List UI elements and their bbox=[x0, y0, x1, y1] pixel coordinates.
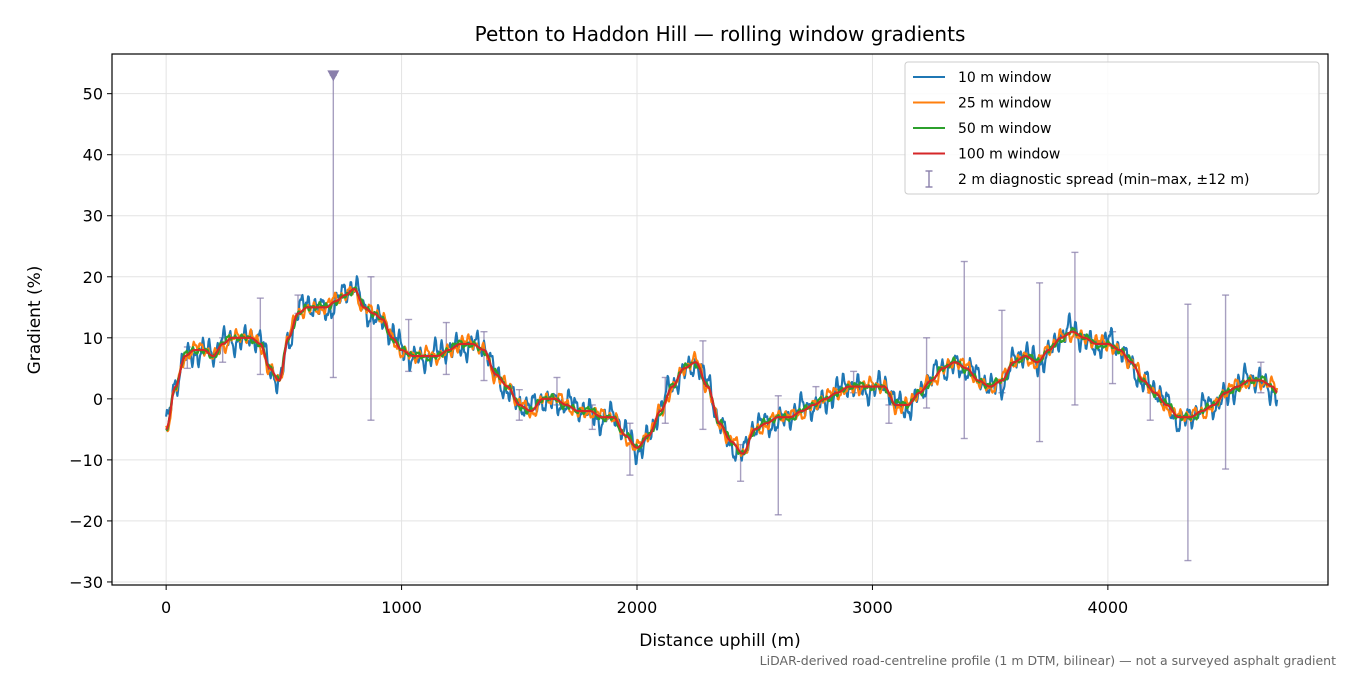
plot-frame bbox=[111, 53, 1329, 586]
legend-label: 100 m window bbox=[958, 147, 1060, 163]
series-line-w100 bbox=[165, 287, 1278, 455]
y-axis-ticks: −30 −20 −10 0 10 20 30 40 50 bbox=[69, 85, 112, 592]
clipped-spread-marker bbox=[327, 70, 340, 82]
y-axis-label: Gradient (%) bbox=[25, 266, 45, 375]
x-tick-label: 0 bbox=[161, 598, 171, 617]
x-tick-label: 3000 bbox=[852, 598, 893, 617]
legend-box bbox=[904, 61, 1320, 195]
y-tick-label: 10 bbox=[83, 329, 103, 348]
y-tick-label: −10 bbox=[69, 451, 103, 470]
y-tick-label: 40 bbox=[83, 146, 103, 165]
x-tick-label: 1000 bbox=[381, 598, 422, 617]
legend-label: 10 m window bbox=[958, 70, 1051, 86]
x-axis-label: Distance uphill (m) bbox=[639, 631, 800, 651]
legend-label: 2 m diagnostic spread (min–max, ±12 m) bbox=[958, 172, 1249, 188]
y-tick-label: 50 bbox=[83, 85, 103, 104]
series-lines bbox=[165, 275, 1279, 466]
clip-markers bbox=[327, 70, 340, 82]
y-tick-label: 20 bbox=[83, 268, 103, 287]
chart-title: Petton to Haddon Hill — rolling window g… bbox=[475, 22, 966, 46]
y-tick-label: 0 bbox=[93, 390, 103, 409]
footnote: LiDAR-derived road-centreline profile (1… bbox=[760, 653, 1336, 668]
legend-label: 25 m window bbox=[958, 96, 1051, 112]
y-tick-label: −30 bbox=[69, 573, 103, 592]
x-tick-label: 4000 bbox=[1088, 598, 1129, 617]
x-axis-ticks: 0 1000 2000 3000 4000 bbox=[161, 585, 1128, 617]
legend: 10 m window 25 m window 50 m window 100 m w… bbox=[904, 61, 1320, 195]
y-tick-label: 30 bbox=[83, 207, 103, 226]
legend-label: 50 m window bbox=[958, 121, 1051, 137]
y-tick-label: −20 bbox=[69, 512, 103, 531]
x-tick-label: 2000 bbox=[617, 598, 658, 617]
